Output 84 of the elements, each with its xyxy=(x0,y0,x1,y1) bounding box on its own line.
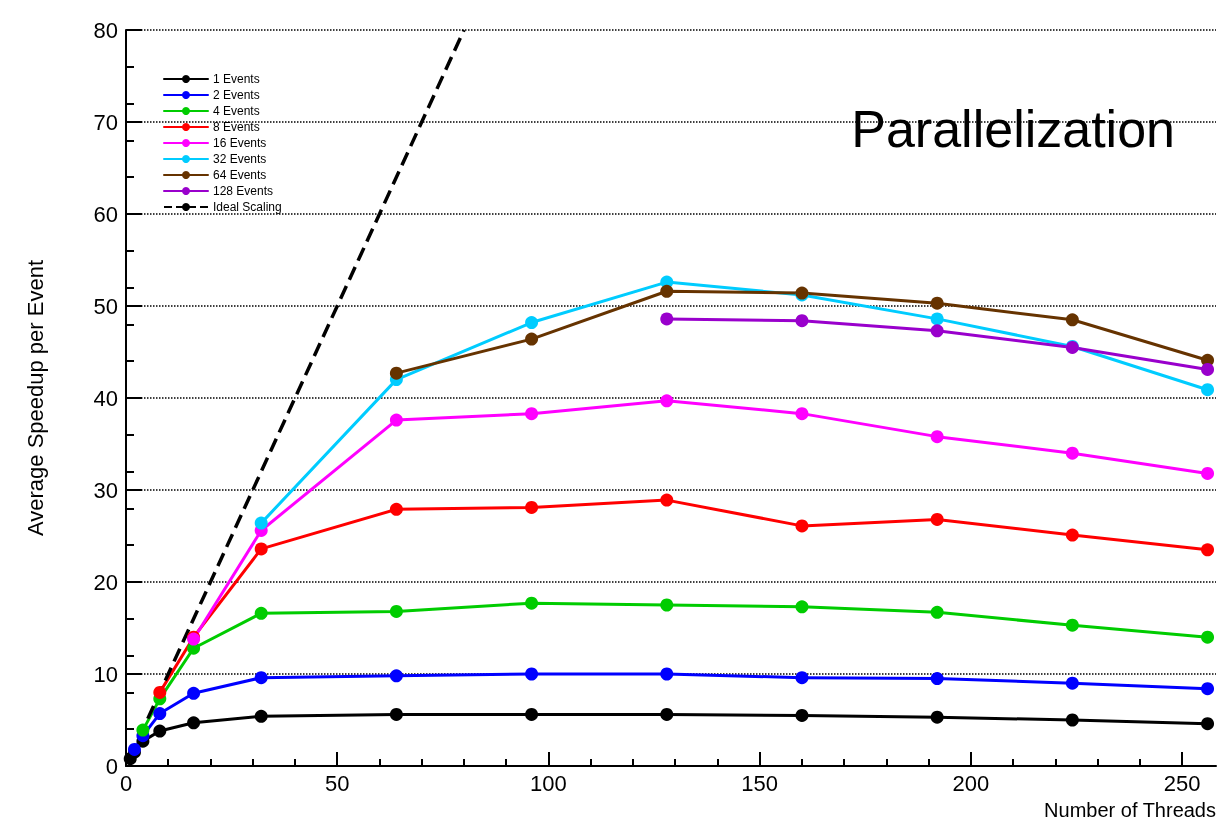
point xyxy=(795,407,809,421)
point xyxy=(525,596,539,610)
point xyxy=(930,324,944,338)
point xyxy=(660,312,674,326)
point xyxy=(930,710,944,724)
point xyxy=(660,667,674,681)
y-tick-label: 10 xyxy=(93,661,118,687)
point xyxy=(525,707,539,721)
point xyxy=(660,493,674,507)
point xyxy=(525,316,539,330)
legend-label: 128 Events xyxy=(213,184,274,198)
legend-label: 1 Events xyxy=(213,72,260,86)
x-tick-label: 50 xyxy=(325,770,350,796)
x-tick-label: 100 xyxy=(530,770,567,796)
point xyxy=(389,413,403,427)
y-axis-title: Average Speedup per Event xyxy=(22,259,48,537)
x-axis-title: Number of Threads xyxy=(1044,799,1216,821)
x-tick-label: 250 xyxy=(1163,770,1201,796)
point xyxy=(795,671,809,685)
point xyxy=(1201,466,1215,480)
point xyxy=(389,502,403,516)
point xyxy=(525,500,539,514)
point xyxy=(187,716,201,730)
point xyxy=(153,707,167,721)
point xyxy=(525,332,539,346)
point xyxy=(254,709,268,723)
x-tick-label: 150 xyxy=(741,770,779,796)
legend-label: 16 Events xyxy=(213,136,267,150)
point xyxy=(930,430,944,444)
point xyxy=(795,600,809,614)
y-tick-label: 70 xyxy=(93,109,118,135)
y-tick-label: 30 xyxy=(93,477,118,503)
point xyxy=(389,707,403,721)
point xyxy=(389,669,403,683)
point xyxy=(153,685,167,699)
annotation: Parallelization xyxy=(851,100,1175,158)
point xyxy=(1201,630,1215,644)
point xyxy=(254,606,268,620)
point xyxy=(1201,383,1215,397)
point xyxy=(795,708,809,722)
point xyxy=(389,604,403,618)
point xyxy=(930,296,944,310)
point xyxy=(1065,313,1079,327)
point xyxy=(1065,618,1079,632)
legend-label: 2 Events xyxy=(213,88,260,102)
point xyxy=(389,366,403,380)
y-tick-label: 0 xyxy=(105,753,118,779)
point xyxy=(660,394,674,408)
point xyxy=(525,667,539,681)
point xyxy=(1201,362,1215,376)
point xyxy=(153,724,167,738)
point xyxy=(660,284,674,298)
point xyxy=(930,672,944,686)
y-tick-label: 60 xyxy=(93,201,118,227)
point xyxy=(930,605,944,619)
point xyxy=(795,314,809,328)
legend-label: 64 Events xyxy=(213,168,267,182)
point xyxy=(795,519,809,533)
point xyxy=(660,598,674,612)
legend-label: 8 Events xyxy=(213,120,260,134)
point xyxy=(1065,713,1079,727)
point xyxy=(930,512,944,526)
y-tick-label: 80 xyxy=(93,17,118,43)
point xyxy=(254,671,268,685)
point xyxy=(930,312,944,326)
point xyxy=(254,542,268,556)
point xyxy=(1201,543,1215,557)
point xyxy=(136,723,150,737)
point xyxy=(525,407,539,421)
x-tick-label: 200 xyxy=(952,770,990,796)
point xyxy=(1065,528,1079,542)
point xyxy=(254,516,268,530)
point xyxy=(660,707,674,721)
y-tick-label: 40 xyxy=(93,385,118,411)
point xyxy=(1065,676,1079,690)
legend-label: 4 Events xyxy=(213,104,260,118)
y-tick-label: 20 xyxy=(93,569,118,595)
legend-label: 32 Events xyxy=(213,152,267,166)
point xyxy=(1201,717,1215,731)
legend-label: Ideal Scaling xyxy=(213,200,282,214)
point xyxy=(187,686,201,700)
y-tick-label: 50 xyxy=(93,293,118,319)
point xyxy=(1201,682,1215,696)
point xyxy=(1065,446,1079,460)
